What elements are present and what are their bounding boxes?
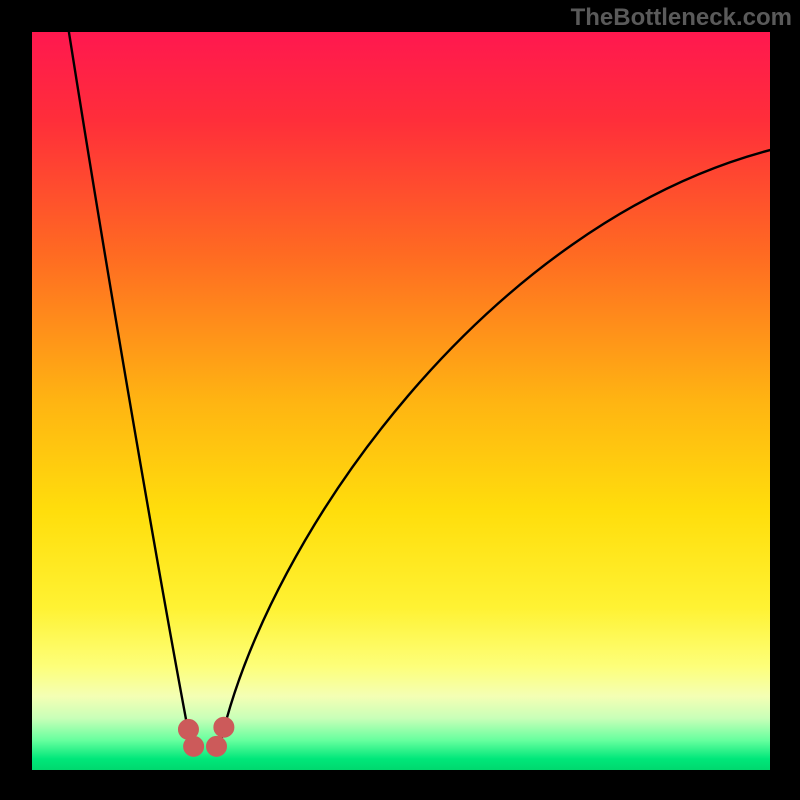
watermark-text: TheBottleneck.com bbox=[571, 4, 792, 32]
data-marker bbox=[207, 736, 227, 756]
gradient-bg bbox=[32, 32, 770, 770]
data-marker bbox=[214, 717, 234, 737]
data-marker bbox=[184, 736, 204, 756]
bottleneck-chart bbox=[32, 32, 770, 770]
